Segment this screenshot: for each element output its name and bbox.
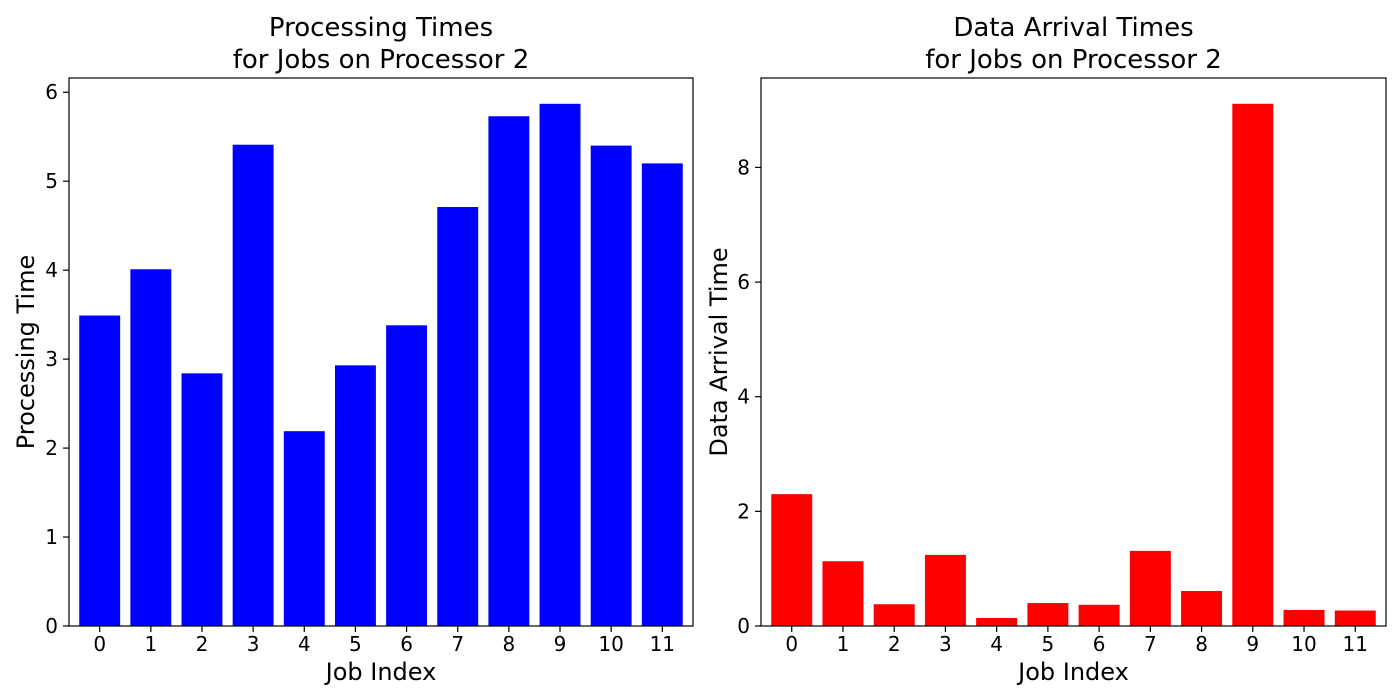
bar: [283, 431, 325, 626]
bar: [924, 554, 966, 626]
x-tick-label: 5: [1042, 632, 1055, 656]
chart-title: Processing Times: [269, 13, 493, 43]
bar: [771, 494, 813, 626]
x-axis-label: Job Index: [324, 658, 437, 686]
x-tick-label: 0: [93, 632, 106, 656]
bar: [1334, 610, 1376, 626]
chart-panel-1: 0 1 2 3 4 5 6 7 8 9 10 11 0 2 4 6 8 Data Arrival Timesfor…: [705, 13, 1387, 686]
bar: [1129, 550, 1171, 626]
x-tick-label: 7: [451, 632, 464, 656]
bar: [1283, 609, 1325, 626]
x-tick-label: 0: [785, 632, 798, 656]
x-tick-label: 5: [349, 632, 362, 656]
y-tick-label: 3: [45, 347, 58, 371]
bar: [641, 163, 683, 626]
chart-title: for Jobs on Processor 2: [233, 45, 530, 75]
bar: [79, 315, 121, 626]
x-tick-label: 6: [400, 632, 413, 656]
chart-title: Data Arrival Times: [953, 13, 1193, 43]
bar: [590, 145, 632, 627]
bar: [873, 604, 915, 626]
bar: [181, 373, 223, 626]
bar: [232, 144, 274, 626]
y-tick-label: 5: [45, 169, 58, 193]
x-tick-label: 8: [503, 632, 516, 656]
x-tick-label: 10: [1291, 632, 1316, 656]
x-tick-label: 7: [1144, 632, 1157, 656]
bar: [1181, 591, 1223, 626]
y-axis-label: Data Arrival Time: [705, 247, 733, 456]
x-tick-label: 3: [939, 632, 952, 656]
x-tick-label: 1: [837, 632, 850, 656]
x-tick-label: 2: [196, 632, 209, 656]
bar: [1232, 103, 1274, 627]
bar: [976, 617, 1018, 626]
x-tick-label: 4: [990, 632, 1003, 656]
y-tick-label: 2: [737, 499, 750, 523]
bar: [1078, 604, 1120, 626]
y-tick-label: 8: [737, 155, 750, 179]
x-tick-label: 8: [1195, 632, 1208, 656]
x-tick-label: 1: [144, 632, 157, 656]
bar: [539, 103, 581, 627]
x-tick-label: 11: [650, 632, 675, 656]
chart-title: for Jobs on Processor 2: [925, 45, 1222, 75]
y-tick-label: 6: [737, 270, 750, 294]
x-tick-label: 4: [298, 632, 311, 656]
x-tick-label: 11: [1343, 632, 1368, 656]
y-tick-label: 1: [45, 525, 58, 549]
bar: [1027, 603, 1069, 626]
bar: [386, 325, 428, 626]
y-tick-label: 6: [45, 80, 58, 104]
y-axis-label: Processing Time: [12, 255, 40, 450]
y-tick-label: 0: [737, 614, 750, 638]
bar: [488, 116, 530, 626]
axes-frame: [760, 77, 1387, 627]
y-tick-label: 4: [45, 258, 58, 282]
y-tick-label: 2: [45, 436, 58, 460]
bar: [334, 365, 376, 626]
x-tick-label: 3: [247, 632, 260, 656]
x-tick-label: 6: [1093, 632, 1106, 656]
x-tick-label: 9: [1246, 632, 1259, 656]
x-tick-label: 10: [598, 632, 623, 656]
y-tick-label: 4: [737, 385, 750, 409]
bar: [437, 206, 479, 627]
axes-frame: [68, 77, 694, 627]
x-axis-label: Job Index: [1016, 658, 1129, 686]
chart-panel-0: 0 1 2 3 4 5 6 7 8 9 10 11 0 1 2 3 4 5 6 Processing Timesfor…: [12, 13, 694, 686]
bar: [822, 561, 864, 626]
y-tick-label: 0: [45, 614, 58, 638]
x-tick-label: 9: [554, 632, 567, 656]
x-tick-label: 2: [888, 632, 901, 656]
bar: [130, 269, 172, 626]
